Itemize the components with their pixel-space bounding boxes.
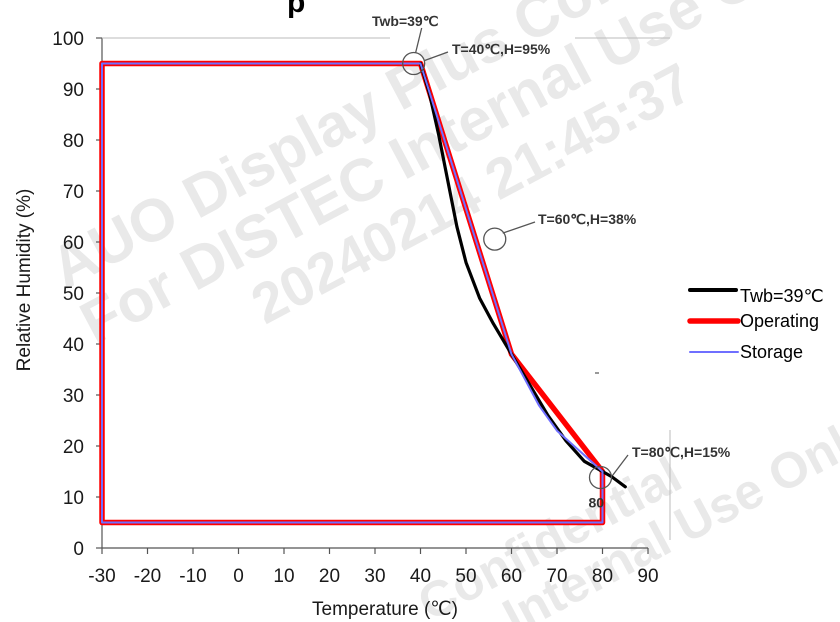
y-tick-label: 50 — [63, 284, 84, 305]
legend-label: Twb=39℃ — [740, 286, 824, 306]
y-tick-label: 30 — [63, 386, 84, 407]
x-tick-label: 20 — [319, 566, 340, 587]
watermark-layer: AUO Display Plus Confidential For DISTEC… — [40, 0, 840, 622]
point-label: 80 — [589, 495, 605, 511]
x-tick-label: -10 — [179, 566, 206, 587]
legend: Twb=39℃ Operating Storage — [687, 286, 824, 362]
annotation-leader — [415, 27, 423, 53]
y-axis-title: Relative Humidity (%) — [14, 189, 35, 372]
y-tick-label: 80 — [63, 131, 84, 152]
x-tick-label: 0 — [233, 566, 244, 587]
y-tick-label: 40 — [63, 335, 84, 356]
x-tick-label: 40 — [410, 566, 431, 587]
chart-title-fragment: p — [287, 0, 305, 19]
series-line-twb-39 — [418, 61, 627, 489]
x-tick-label: -30 — [88, 566, 115, 587]
x-tick-label: 30 — [364, 566, 385, 587]
legend-label: Storage — [740, 342, 803, 362]
y-tick-label: 0 — [73, 539, 84, 560]
x-tick-label: 60 — [501, 566, 522, 587]
y-tick-label: 20 — [63, 437, 84, 458]
annotation-label: Twb=39℃ — [372, 13, 439, 29]
y-tick-label: 90 — [63, 80, 84, 101]
annotation-label: T=80℃,H=15% — [632, 444, 731, 460]
annotation-leader — [424, 51, 449, 62]
annotation-circle — [483, 227, 507, 251]
annotation-circle — [588, 465, 613, 490]
x-tick-label: -20 — [134, 566, 161, 587]
x-tick-label: 50 — [455, 566, 476, 587]
y-tick-label: 100 — [52, 29, 84, 50]
x-tick-label: 70 — [546, 566, 567, 587]
axes: 0 10 20 30 40 50 60 70 80 90 100 -30 -20 -10 0 10 20 30 40… — [14, 29, 671, 620]
x-tick-label: 80 — [592, 566, 613, 587]
y-tick-label: 10 — [63, 488, 84, 509]
annotation-leader — [502, 221, 536, 234]
y-tick-label: 70 — [63, 182, 84, 203]
annotation-label: T=40℃,H=95% — [452, 41, 551, 57]
x-tick-label: 90 — [637, 566, 658, 587]
legend-label: Operating — [740, 311, 819, 331]
x-tick-label: 10 — [273, 566, 294, 587]
annotation-circle — [402, 51, 426, 76]
annotation-leader — [611, 454, 629, 476]
annotation-label: T=60℃,H=38% — [538, 211, 637, 227]
y-tick-label: 60 — [63, 233, 84, 254]
x-axis-title: Temperature (℃) — [312, 599, 458, 620]
annotation-layer: Twb=39℃ T=40℃,H=95% T=60℃,H=38% T=80℃,H=15%… — [372, 13, 731, 511]
